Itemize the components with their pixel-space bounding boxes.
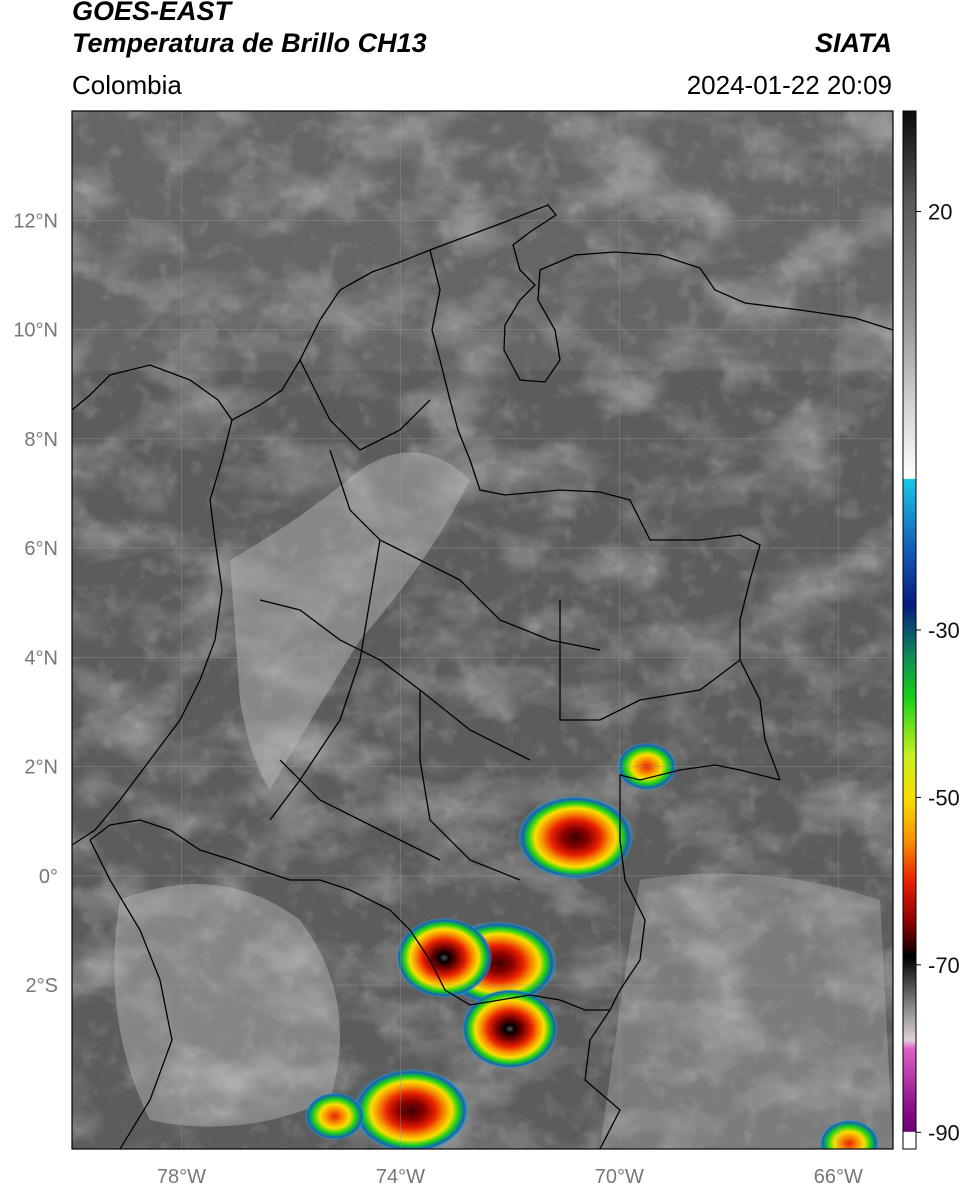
datetime-label: 2024-01-22 20:09 bbox=[686, 70, 892, 100]
department-border-2 bbox=[259, 599, 531, 761]
storm-cell bbox=[353, 1068, 470, 1149]
coastline-pacific bbox=[71, 419, 233, 846]
lon-tick-label: 74°W bbox=[376, 1166, 425, 1188]
storm-cell bbox=[461, 988, 558, 1069]
colorbar-tick-label: -50 bbox=[928, 785, 960, 810]
border-colombia-ecuador-peru bbox=[89, 819, 471, 1006]
storm-cell bbox=[819, 1119, 880, 1149]
lat-tick-label: 8°N bbox=[24, 429, 58, 451]
lat-tick-label: 4°N bbox=[24, 647, 58, 669]
colorbar-tick-label: -90 bbox=[928, 1120, 960, 1145]
colorbar: 20 -30 -50 -70 -90 bbox=[902, 110, 960, 1150]
border-colombia-venezuela bbox=[429, 249, 781, 781]
map-frame bbox=[71, 110, 894, 1150]
map-grid bbox=[72, 111, 893, 1149]
lat-tick-label: 10°N bbox=[13, 320, 58, 342]
lat-tick-label: 6°N bbox=[24, 538, 58, 560]
region-label: Colombia bbox=[72, 70, 182, 100]
lon-tick-label: 70°W bbox=[595, 1166, 644, 1188]
border-venezuela-inner bbox=[559, 600, 741, 721]
colorbar-tick-label: 20 bbox=[928, 199, 952, 224]
coastline-peru bbox=[89, 839, 173, 1150]
department-border-5 bbox=[419, 690, 521, 881]
andes-cloud-band bbox=[230, 452, 470, 790]
colorbar-gradient bbox=[903, 111, 916, 1149]
storm-cell bbox=[517, 795, 634, 880]
product-title: Temperatura de Brillo CH13 bbox=[72, 28, 427, 58]
satellite-title: GOES-EAST bbox=[72, 0, 232, 26]
border-colombia-brazil bbox=[469, 764, 781, 1011]
map-image-layer bbox=[72, 111, 893, 1149]
lat-tick-label: 12°N bbox=[13, 210, 58, 232]
axis-ticks: 78°W 74°W 70°W 66°W 12°N 10°N 8°N 6°N 4°N 2°N 0° 2°… bbox=[13, 210, 863, 1188]
lon-tick-label: 66°W bbox=[814, 1166, 863, 1188]
department-border-4 bbox=[459, 579, 601, 651]
source-label: SIATA bbox=[815, 28, 892, 58]
colorbar-tick-label: -30 bbox=[928, 618, 960, 643]
lat-tick-label: 2°S bbox=[26, 975, 58, 997]
storm-cell bbox=[396, 917, 493, 998]
colorbar-ticks: 20 -30 -50 -70 -90 bbox=[916, 199, 960, 1145]
coastline-north bbox=[231, 204, 894, 421]
lat-tick-label: 2°N bbox=[24, 757, 58, 779]
storm-cell bbox=[304, 1092, 365, 1141]
department-border-3 bbox=[269, 539, 381, 821]
coastline-panama bbox=[71, 364, 233, 421]
colorbar-tick-label: -70 bbox=[928, 953, 960, 978]
department-border-6 bbox=[279, 759, 441, 861]
border-peru-brazil bbox=[584, 1009, 621, 1150]
storm-cells bbox=[304, 742, 880, 1149]
department-border-7 bbox=[299, 359, 431, 451]
lon-tick-label: 78°W bbox=[157, 1166, 206, 1188]
country-borders bbox=[71, 204, 894, 1150]
lat-tick-label: 0° bbox=[39, 866, 58, 888]
